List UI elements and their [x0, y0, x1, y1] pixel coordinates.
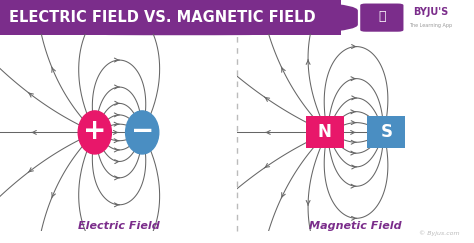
Bar — [0, 0, 341, 35]
Text: −: − — [130, 117, 154, 145]
Text: ELECTRIC FIELD VS. MAGNETIC FIELD: ELECTRIC FIELD VS. MAGNETIC FIELD — [9, 10, 316, 25]
Text: The Learning App: The Learning App — [409, 23, 452, 28]
Text: Magnetic Field: Magnetic Field — [309, 221, 402, 231]
Text: Electric Field: Electric Field — [78, 221, 159, 231]
Text: BYJU'S: BYJU'S — [413, 7, 448, 17]
Circle shape — [78, 111, 111, 154]
Text: © Byjus.com: © Byjus.com — [419, 230, 460, 236]
Text: N: N — [318, 123, 332, 141]
FancyBboxPatch shape — [367, 116, 405, 148]
FancyBboxPatch shape — [360, 4, 403, 32]
Text: S: S — [380, 123, 392, 141]
Circle shape — [126, 111, 159, 154]
FancyBboxPatch shape — [0, 0, 358, 35]
Text: Ⓑ: Ⓑ — [378, 10, 386, 23]
Text: +: + — [83, 117, 107, 145]
FancyBboxPatch shape — [306, 116, 344, 148]
